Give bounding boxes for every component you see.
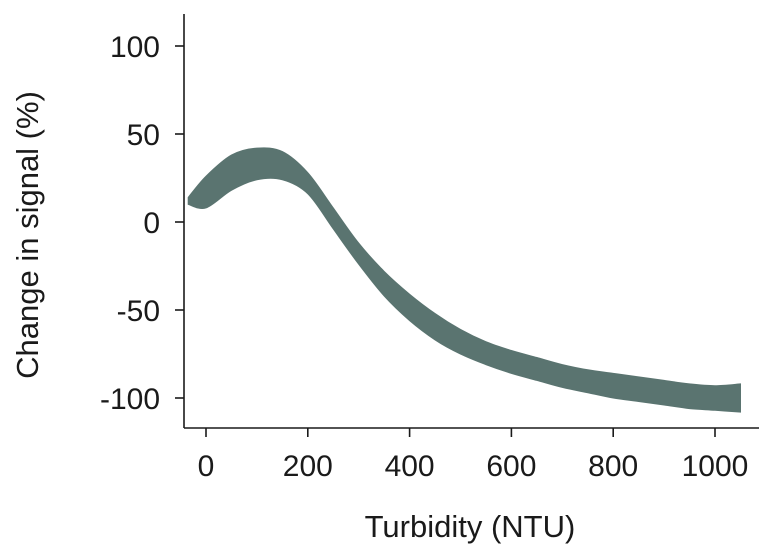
plot-area <box>187 147 741 413</box>
axes <box>183 14 759 429</box>
x-tick-label: 800 <box>588 450 638 483</box>
x-tick-label: 600 <box>486 450 536 483</box>
x-axis-title: Turbidity (NTU) <box>365 509 576 544</box>
y-tick-label: -100 <box>100 383 160 416</box>
signal-change-band <box>187 147 741 413</box>
y-tick-label: 0 <box>143 207 160 240</box>
y-tick-label: -50 <box>117 295 160 328</box>
x-tick-label: 200 <box>283 450 333 483</box>
x-tick-label: 400 <box>385 450 435 483</box>
x-tick-label: 1000 <box>682 450 749 483</box>
y-tick-label: 50 <box>127 119 160 152</box>
y-tick-label: 100 <box>110 31 160 64</box>
ticks: 0 200 400 600 800 1000 100 50 0 -50 -100 <box>100 31 748 483</box>
y-axis-title: Change in signal (%) <box>10 91 45 379</box>
x-tick-label: 0 <box>198 450 215 483</box>
